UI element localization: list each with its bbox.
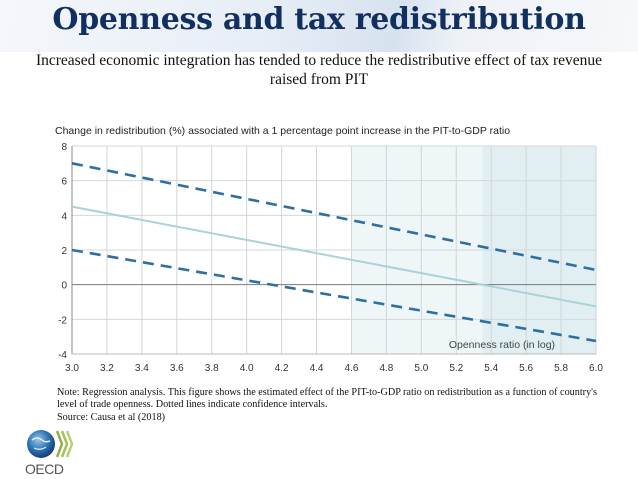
- series-line-estimated-effect: [71, 205, 597, 308]
- x-tick-label: 6.0: [589, 363, 603, 374]
- x-tick-label: 5.2: [449, 363, 463, 374]
- x-tick-label: 4.8: [379, 363, 393, 374]
- series-lines: [71, 162, 597, 343]
- x-tick-label: 5.4: [484, 363, 498, 374]
- page-title: Openness and tax redistribution: [52, 2, 586, 37]
- x-tick-label: 4.4: [310, 363, 324, 374]
- x-tick-label: 4.6: [345, 363, 359, 374]
- oecd-logo-text: OECD: [25, 461, 64, 477]
- y-tick-label: 0: [61, 281, 67, 292]
- x-tick-label: 3.6: [170, 363, 184, 374]
- oecd-logo-icon: [27, 430, 74, 458]
- x-tick-label: 3.8: [205, 363, 219, 374]
- x-tick-label: 3.4: [135, 363, 149, 374]
- y-tick-labels: 8 6 4 2 0 -2 -4: [58, 142, 67, 361]
- chart-note: Note: Regression analysis. This figure s…: [57, 387, 617, 424]
- y-tick-label: 6: [61, 177, 67, 188]
- y-tick-label: -4: [58, 350, 67, 361]
- x-tick-label: 4.0: [240, 363, 254, 374]
- y-tick-label: 2: [61, 246, 67, 257]
- x-tick-label: 3.2: [100, 363, 114, 374]
- x-tick-label: 5.8: [554, 363, 568, 374]
- subtitle: Increased economic integration has tende…: [35, 52, 603, 88]
- note-text: Note: Regression analysis. This figure s…: [57, 387, 597, 411]
- x-tick-label: 5.6: [519, 363, 533, 374]
- x-tick-labels: 3.0 3.2 3.4 3.6 3.8 4.0 4.2 4.4 4.6 4.8 5.0 5.2 5.4 5…: [65, 363, 603, 374]
- chart-title: Change in redistribution (%) associated …: [55, 125, 511, 137]
- x-tick-label: 4.2: [275, 363, 289, 374]
- y-tick-label: -2: [58, 315, 67, 326]
- source-text: Source: Causa et al (2018): [57, 411, 166, 423]
- x-axis-label: Openness ratio (in log): [449, 339, 555, 351]
- header-background: [0, 0, 638, 52]
- x-tick-label: 5.0: [414, 363, 428, 374]
- y-tick-label: 4: [61, 211, 67, 222]
- y-tick-label: 8: [61, 142, 67, 153]
- x-tick-label: 3.0: [65, 363, 79, 374]
